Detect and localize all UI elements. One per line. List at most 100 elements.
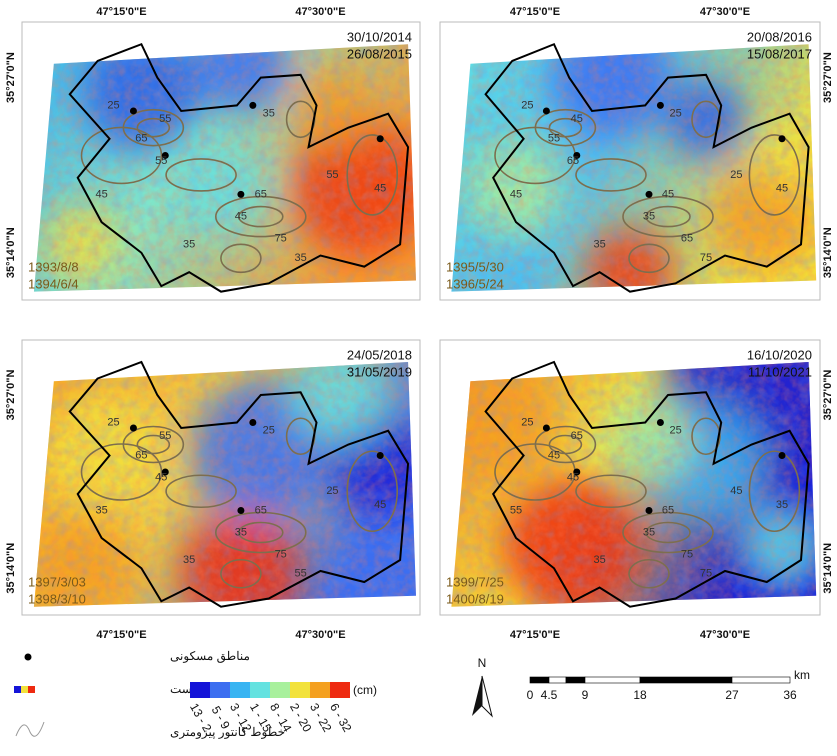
contour-label: 65 bbox=[681, 233, 693, 245]
contour-symbol bbox=[16, 722, 44, 736]
contour-label: 35 bbox=[643, 211, 655, 223]
contour-label: 35 bbox=[593, 554, 605, 566]
contour-label: 55 bbox=[294, 568, 306, 580]
longitude-label: 47°30'0"E bbox=[295, 629, 345, 641]
settlement bbox=[543, 425, 550, 432]
contour-label: 65 bbox=[571, 430, 583, 442]
date-persian: 1393/8/8 bbox=[28, 259, 79, 274]
date-gregorian: 15/08/2017 bbox=[747, 46, 812, 61]
date-gregorian: 26/08/2015 bbox=[347, 46, 412, 61]
scale-segment bbox=[566, 677, 585, 683]
date-persian: 1394/6/4 bbox=[28, 276, 79, 291]
contour-label: 35 bbox=[95, 504, 107, 516]
contour-label: 55 bbox=[326, 169, 338, 181]
color-class bbox=[310, 682, 330, 698]
longitude-label: 47°15'0"E bbox=[510, 629, 560, 641]
contour-label: 75 bbox=[681, 548, 693, 560]
settlement bbox=[249, 419, 256, 426]
settlement bbox=[377, 452, 384, 459]
contour-label: 55 bbox=[159, 430, 171, 442]
date-persian: 1400/8/19 bbox=[446, 591, 504, 606]
settlement bbox=[646, 507, 653, 514]
scale-label: 36 bbox=[783, 688, 797, 702]
contour-label: 45 bbox=[776, 183, 788, 195]
legend: مناطق مسکونیمیزان فرونشستخطوط کانتور پیز… bbox=[14, 649, 377, 739]
contour-label: 35 bbox=[643, 526, 655, 538]
legend-label: مناطق مسکونی bbox=[170, 649, 250, 663]
latitude-label: 35°27'0"N bbox=[822, 52, 834, 103]
settlement bbox=[130, 107, 137, 114]
settlement bbox=[657, 102, 664, 109]
contour-label: 45 bbox=[95, 188, 107, 200]
scale-label: 0 bbox=[527, 688, 534, 702]
settlement bbox=[543, 107, 550, 114]
scale-segment bbox=[585, 677, 640, 683]
color-class bbox=[190, 682, 210, 698]
date-persian: 1396/5/24 bbox=[446, 276, 504, 291]
color-class bbox=[230, 682, 250, 698]
map-panel: 2565455545253565757545353516/10/20201399… bbox=[437, 301, 834, 641]
contour-label: 55 bbox=[548, 133, 560, 145]
class-label: 6 - 32 bbox=[327, 701, 355, 735]
contour-label: 45 bbox=[235, 211, 247, 223]
contour-label: 25 bbox=[107, 99, 119, 111]
contour-label: 45 bbox=[662, 188, 674, 200]
contour-label: 35 bbox=[183, 238, 195, 250]
contour-label: 45 bbox=[510, 188, 522, 200]
contour-label: 45 bbox=[567, 471, 579, 483]
settlement bbox=[377, 135, 384, 142]
contour-label: 45 bbox=[155, 471, 167, 483]
contour-label: 75 bbox=[700, 252, 712, 264]
color-class bbox=[210, 682, 230, 698]
contour-label: 45 bbox=[374, 183, 386, 195]
contour-label: 25 bbox=[263, 425, 275, 437]
subsidence-symbol bbox=[21, 686, 28, 693]
contour-label: 25 bbox=[521, 416, 533, 428]
contour-label: 65 bbox=[255, 188, 267, 200]
contour-label: 35 bbox=[263, 108, 275, 120]
settlement bbox=[646, 191, 653, 198]
unit-label: (cm) bbox=[353, 683, 377, 697]
date-gregorian: 24/05/2018 bbox=[347, 347, 412, 362]
contour-label: 25 bbox=[669, 425, 681, 437]
date-persian: 1398/3/10 bbox=[28, 591, 86, 606]
longitude-label: 47°15'0"E bbox=[96, 6, 146, 18]
settlement bbox=[249, 102, 256, 109]
contour-label: 75 bbox=[275, 548, 287, 560]
contour-label: 25 bbox=[730, 169, 742, 181]
longitude-label: 47°30'0"E bbox=[700, 629, 750, 641]
contour-label: 65 bbox=[135, 133, 147, 145]
latitude-label: 35°27'0"N bbox=[5, 52, 17, 103]
latitude-label: 35°27'0"N bbox=[822, 370, 834, 421]
settlement bbox=[237, 191, 244, 198]
subsidence-symbol bbox=[28, 686, 35, 693]
contour-label: 35 bbox=[776, 499, 788, 511]
longitude-label: 47°30'0"E bbox=[295, 6, 345, 18]
subsidence-symbol bbox=[14, 686, 21, 693]
date-gregorian: 30/10/2014 bbox=[347, 29, 412, 44]
settlement bbox=[779, 452, 786, 459]
contour-label: 25 bbox=[669, 108, 681, 120]
longitude-label: 47°15'0"E bbox=[510, 6, 560, 18]
contour-label: 45 bbox=[571, 113, 583, 125]
contour-label: 25 bbox=[107, 416, 119, 428]
contour-label: 65 bbox=[662, 504, 674, 516]
color-class bbox=[290, 682, 310, 698]
scale-label: 18 bbox=[633, 688, 647, 702]
contour-label: 35 bbox=[183, 554, 195, 566]
contour-label: 55 bbox=[155, 155, 167, 167]
settlement bbox=[657, 419, 664, 426]
contour-label: 65 bbox=[135, 449, 147, 461]
latitude-label: 35°27'0"N bbox=[5, 370, 17, 421]
scale-label: 9 bbox=[582, 688, 589, 702]
latitude-label: 35°14'0"N bbox=[5, 543, 17, 594]
contour-label: 35 bbox=[235, 526, 247, 538]
north-arrow: N bbox=[472, 656, 492, 716]
scale-segment bbox=[732, 677, 790, 683]
contour-label: 75 bbox=[275, 233, 287, 245]
scale-segment bbox=[640, 677, 732, 683]
scale-unit: km bbox=[794, 668, 810, 682]
contour-label: 35 bbox=[294, 252, 306, 264]
contour-label: 55 bbox=[510, 504, 522, 516]
